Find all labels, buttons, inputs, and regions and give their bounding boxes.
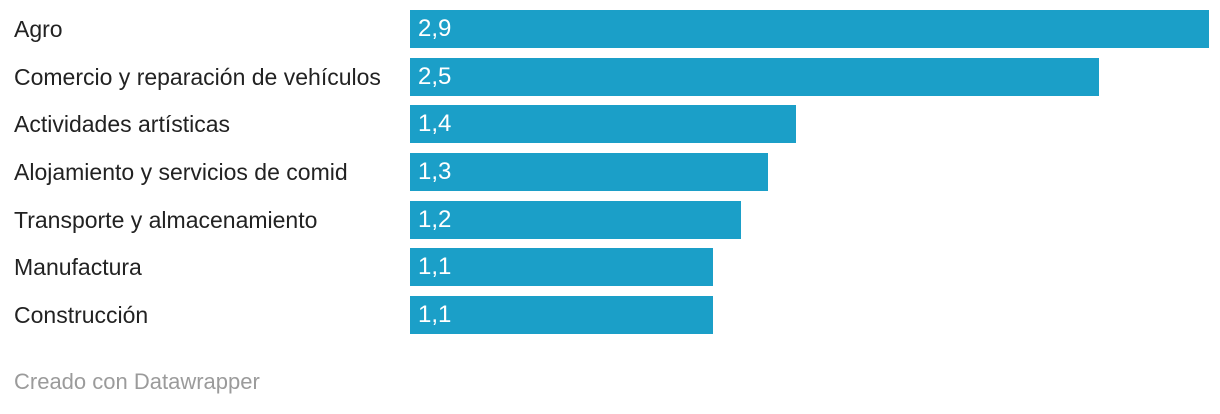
bar-row: Agro 2,9 — [0, 10, 1220, 48]
category-label: Manufactura — [14, 254, 142, 281]
bar-row: Comercio y reparación de vehículos 2,5 — [0, 57, 1220, 96]
value-label: 1,4 — [418, 110, 452, 138]
bar-track: 2,5 — [410, 57, 1220, 96]
category-label: Construcción — [14, 302, 149, 329]
bar-track: 1,2 — [410, 200, 1220, 239]
value-label: 1,1 — [418, 301, 452, 329]
bar: 2,5 — [410, 57, 1099, 96]
bar-row: Alojamiento y servicios de comid 1,3 — [0, 153, 1220, 192]
value-label: 2,9 — [418, 15, 452, 42]
bar: 1,1 — [410, 248, 714, 287]
category-label: Agro — [14, 16, 63, 42]
bar: 1,2 — [410, 200, 741, 239]
datawrapper-credit-link[interactable]: Creado con Datawrapper — [14, 369, 260, 394]
bar: 1,1 — [410, 296, 714, 335]
category-label: Comercio y reparación de vehículos — [14, 63, 381, 90]
value-label: 1,2 — [418, 205, 452, 233]
bar-track: 1,3 — [410, 153, 1220, 192]
category-label: Actividades artísticas — [14, 111, 231, 138]
bar-row: Actividades artísticas 1,4 — [0, 105, 1220, 144]
bar-row: Construcción 1,1 — [0, 296, 1220, 335]
bar: 1,4 — [410, 105, 796, 144]
bar: 1,3 — [410, 153, 769, 192]
value-label: 1,1 — [418, 253, 452, 281]
category-label: Transporte y almacenamiento — [14, 206, 318, 233]
value-label: 1,3 — [418, 158, 452, 186]
bar-track: 2,9 — [410, 10, 1220, 48]
category-label: Alojamiento y servicios de comid — [14, 159, 348, 186]
bar-track: 1,1 — [410, 248, 1220, 287]
bar-row: Transporte y almacenamiento 1,2 — [0, 200, 1220, 239]
bar-row: Manufactura 1,1 — [0, 248, 1220, 287]
bar-track: 1,1 — [410, 296, 1220, 335]
bar-track: 1,4 — [410, 105, 1220, 144]
value-label: 2,5 — [418, 62, 452, 90]
bar: 2,9 — [410, 10, 1209, 48]
bar-chart: Agro 2,9 Comercio y reparación de vehícu… — [0, 10, 1220, 335]
